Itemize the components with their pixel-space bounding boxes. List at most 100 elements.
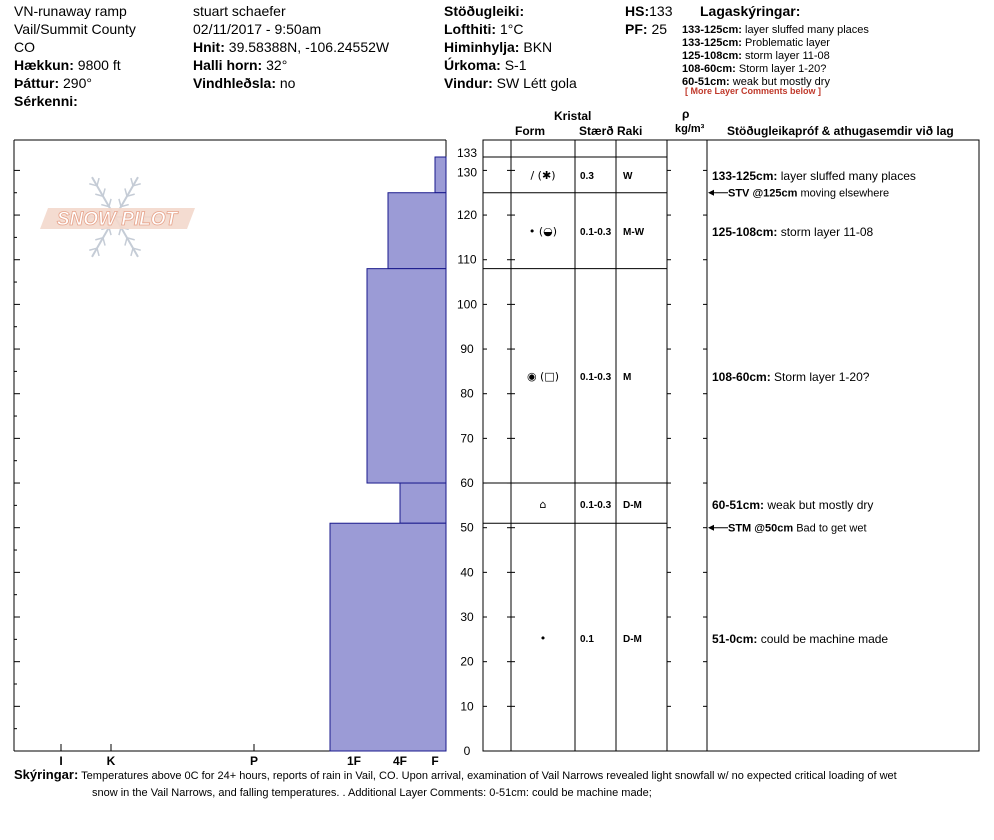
logo-flake-branch [102, 237, 106, 246]
layer-comment-row-range: 133-125cm: [712, 169, 777, 183]
depth-tick-label: 50 [460, 521, 474, 535]
logo-flake-branch [95, 193, 104, 197]
grain-size: 0.1 [580, 634, 594, 645]
stability: Stöðugleiki: [444, 3, 524, 19]
logo-flake-branch [124, 237, 128, 246]
hardness-tick-label: 4F [393, 754, 407, 768]
logo-flake-branch [96, 247, 100, 257]
logo-flake-branch [101, 203, 110, 208]
test-arrow-head [708, 524, 714, 531]
stability-test: STM @50cm Bad to get wet [728, 523, 867, 535]
wind-loading-value: no [279, 75, 296, 91]
layer-comment: 133-125cm: layer sluffed many places [682, 24, 869, 36]
stability-test-code: STM @50cm [728, 523, 793, 535]
precip-value: S-1 [504, 57, 527, 73]
layer-table-border [482, 139, 980, 752]
layer-comment-range: 125-108cm: [682, 50, 742, 62]
layer-comment-row-range: 51-0cm: [712, 632, 757, 646]
hardness-tick-label: F [431, 754, 438, 768]
depth-tick-label: 120 [457, 208, 477, 222]
moisture: D-M [623, 500, 642, 511]
elevation-label: Hækkun: [14, 57, 74, 73]
logo-flake-branch [126, 237, 135, 241]
depth-tick-label: 10 [460, 699, 474, 713]
aspect-value: 290° [63, 75, 92, 91]
layer-comment: 108-60cm: Storm layer 1-20? [682, 63, 826, 75]
coords-value: 39.58388N, -106.24552W [228, 39, 390, 55]
layer-comment-row-text: Storm layer 1-20? [771, 370, 870, 384]
state-name: CO [14, 39, 35, 55]
moisture: M-W [623, 227, 645, 238]
logo-flake-branch [102, 188, 106, 197]
stability-test-code: STV @125cm [728, 188, 798, 200]
depth-tick-label: 80 [460, 387, 474, 401]
depth-tick-label: 70 [460, 431, 474, 445]
hardness-tick-label: K [107, 754, 116, 768]
grain-size: 0.1-0.3 [580, 372, 612, 383]
layer-comment-row-text: storm layer 11-08 [777, 225, 873, 239]
sky-value: BKN [523, 39, 553, 55]
depth-tick-label: 133 [457, 146, 477, 160]
footer-line2: snow in the Vail Narrows, and falling te… [92, 787, 652, 799]
grain-form: • [540, 632, 547, 645]
crystal-header: Kristal [554, 109, 592, 123]
hardness-bar [434, 156, 447, 194]
hardness-bar [399, 482, 447, 524]
depth-tick-label: 40 [460, 565, 474, 579]
layer-comment: 125-108cm: storm layer 11-08 [682, 50, 830, 62]
depth-tick-label: 20 [460, 655, 474, 669]
layer-comment-range: 60-51cm: [682, 76, 730, 88]
depth-tick-label: 130 [457, 165, 477, 179]
precip-label: Úrkoma: [444, 57, 501, 73]
moisture: W [623, 171, 633, 182]
layer-comment-range: 108-60cm: [682, 63, 736, 75]
layer-comment-text: Problematic layer [741, 37, 830, 49]
depth-tick-label: 110 [457, 253, 476, 267]
slope-angle: Halli horn: 32° [193, 57, 287, 73]
logo-flake-branch [130, 177, 134, 187]
moisture: D-M [623, 634, 642, 645]
depth-tick-label: 30 [460, 610, 474, 624]
logo-flake-branch [130, 247, 134, 257]
coords-label: Hnit: [193, 39, 225, 55]
layer-comment: 133-125cm: Problematic layer [682, 37, 830, 49]
form-header: Form [515, 124, 545, 138]
layer-comment-row: 125-108cm: storm layer 11-08 [712, 225, 874, 239]
air-temp-value: 1°C [499, 21, 524, 37]
location-name: VN-runaway ramp [14, 3, 127, 19]
layer-comment-row: 108-60cm: Storm layer 1-20? [712, 370, 870, 384]
penetration-foot: PF: 25 [625, 21, 667, 37]
more-layer-comments-link[interactable]: [ More Layer Comments below ] [685, 86, 822, 96]
depth-tick-label: 90 [460, 342, 474, 356]
layer-comment-text: layer sluffed many places [741, 24, 869, 36]
observation-datetime: 02/11/2017 - 9:50am [193, 21, 322, 37]
snow-height: HS:133 [625, 3, 672, 19]
logo-flake-branch [132, 247, 141, 251]
depth-tick-label: 60 [460, 476, 474, 490]
logo-flake-branch [96, 177, 100, 187]
layer-comment-text: weak but mostly dry [729, 76, 830, 88]
moisture: M [623, 372, 631, 383]
aspect-label: Þáttur: [14, 75, 60, 91]
footer-label: Skýringar: [14, 767, 79, 782]
wind: Vindur: SW Létt gola [444, 75, 577, 91]
test-arrow-head [708, 189, 714, 196]
wind-loading: Vindhleðsla: no [193, 75, 295, 91]
pf-label: PF: [625, 21, 648, 37]
pf-value: 25 [651, 21, 668, 37]
hs-value: 133 [649, 3, 673, 19]
elevation-value: 9800 ft [77, 57, 121, 73]
layer-comment-row-range: 108-60cm: [712, 370, 771, 384]
slope-value: 32° [266, 57, 288, 73]
rho-header: ρ [682, 107, 690, 121]
logo-flake-branch [89, 247, 98, 251]
grain-size: 0.3 [580, 171, 594, 182]
logo-flake-branch [89, 183, 98, 187]
stability-label: Stöðugleiki: [444, 3, 525, 19]
layer-comment-text: storm layer 11-08 [741, 50, 830, 62]
grain-size: 0.1-0.3 [580, 500, 612, 511]
grain-form: • (◒) [529, 225, 557, 238]
snowpilot-logo: SNOW PILOT [40, 176, 195, 258]
logo-flake-branch [126, 193, 135, 197]
